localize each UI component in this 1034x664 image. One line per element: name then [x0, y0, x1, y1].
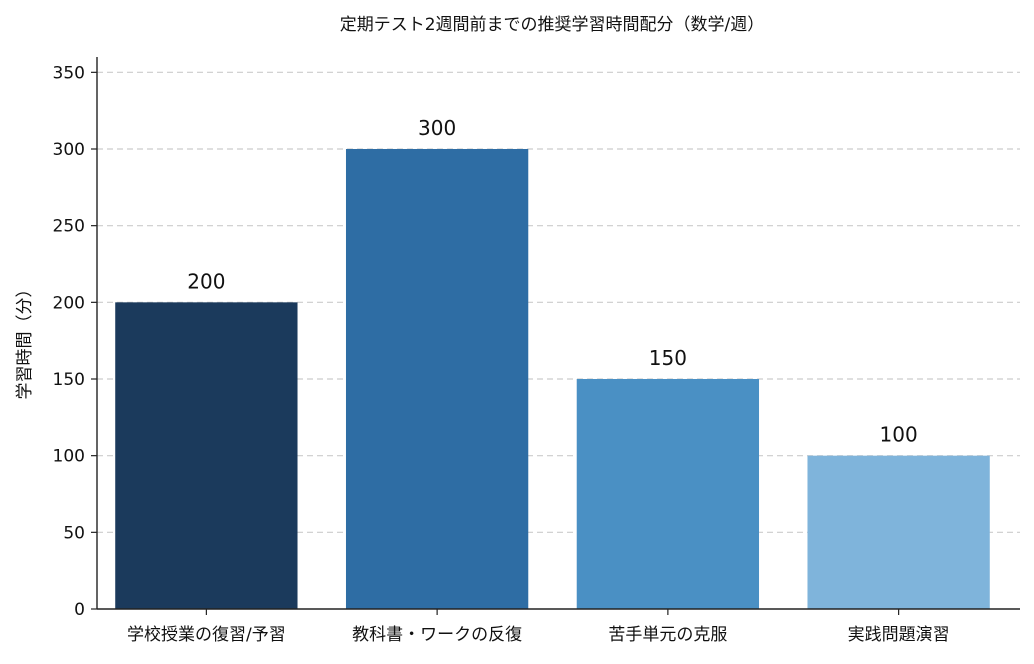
- x-tick-label: 学校授業の復習/予習: [127, 625, 286, 645]
- bar: [345, 149, 529, 609]
- y-tick-label: 50: [63, 523, 85, 543]
- chart-title: 定期テスト2週間前までの推奨学習時間配分（数学/週）: [340, 15, 765, 35]
- y-tick-label: 0: [74, 600, 85, 620]
- y-axis-ticks: 0 50 100 150 200 250 300 350: [53, 63, 97, 620]
- bar-value-label: 300: [418, 116, 456, 140]
- bar: [115, 302, 298, 609]
- y-tick-label: 350: [53, 63, 85, 83]
- x-tick-label: 苦手単元の克服: [608, 625, 727, 645]
- bar-value-label: 200: [187, 269, 225, 293]
- bar: [807, 455, 990, 609]
- bar-value-labels: 200 300 150 100: [187, 116, 917, 447]
- y-tick-label: 250: [53, 217, 85, 237]
- bars: [115, 149, 990, 609]
- x-tick-label: 実践問題演習: [848, 625, 950, 645]
- y-tick-label: 100: [53, 447, 85, 467]
- y-tick-label: 200: [53, 293, 85, 313]
- x-tick-label: 教科書・ワークの反復: [352, 625, 522, 645]
- y-tick-label: 150: [53, 370, 85, 390]
- bar-value-label: 100: [880, 423, 918, 447]
- bar-value-label: 150: [649, 346, 687, 370]
- y-tick-label: 300: [53, 140, 85, 160]
- bar: [576, 379, 760, 609]
- y-axis-label: 学習時間（分）: [15, 281, 35, 400]
- x-axis-ticks: 学校授業の復習/予習 教科書・ワークの反復 苦手単元の克服 実践問題演習: [127, 609, 950, 645]
